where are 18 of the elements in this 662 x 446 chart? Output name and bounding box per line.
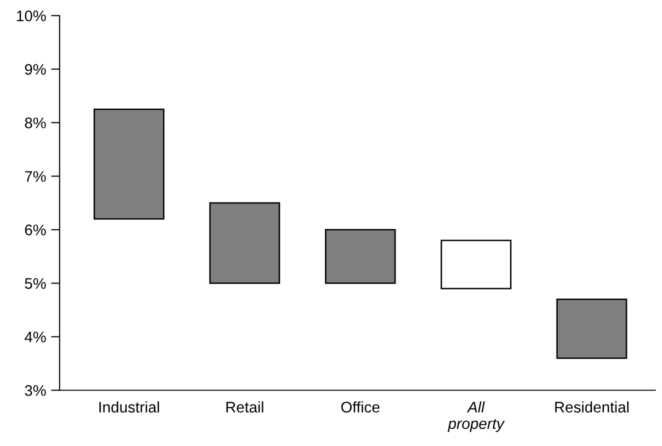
bar: [94, 108, 164, 220]
x-tick-label: Office: [341, 401, 380, 413]
x-tick-label: Residential: [555, 401, 629, 413]
bar: [209, 202, 280, 284]
y-tick-label: 9%: [25, 64, 46, 75]
x-tick-label: All property: [448, 401, 505, 432]
x-tick-label: Industrial: [99, 401, 159, 413]
y-tick-label: 7%: [25, 171, 46, 182]
x-tick-label: Retail: [226, 401, 264, 413]
y-tick-label: 6%: [25, 224, 46, 236]
y-tick-label: 8%: [24, 118, 46, 128]
y-tick-label: 3%: [24, 385, 46, 396]
y-tick-label: 10%: [16, 10, 46, 22]
y-tick-label: 5%: [24, 278, 46, 289]
y-tick-label: 4%: [24, 332, 46, 342]
bar: [324, 228, 396, 284]
bar: [440, 240, 512, 290]
bar: [556, 298, 628, 359]
